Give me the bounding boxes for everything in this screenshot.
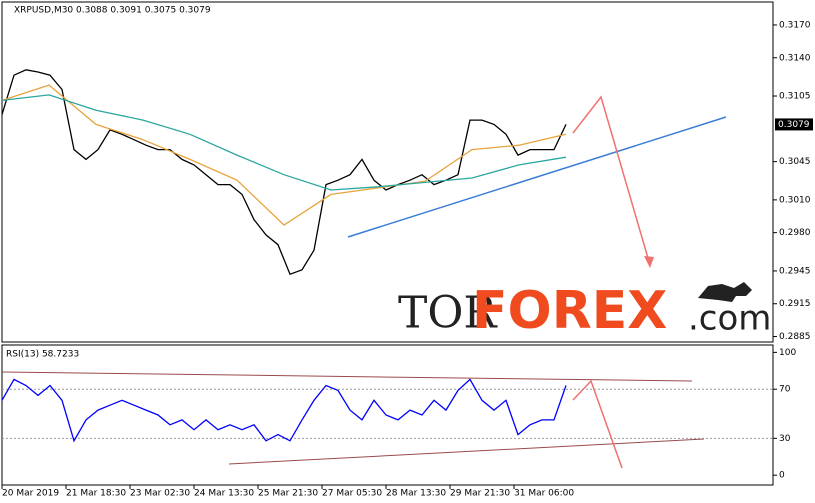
- x-tick-label: 31 Mar 06:00: [514, 489, 574, 499]
- price-box: [775, 118, 813, 131]
- trend-line: [347, 116, 727, 238]
- y-tick-label: 0.2980: [779, 228, 811, 238]
- logo-tor: TOR: [398, 288, 498, 339]
- series-line: [1, 378, 567, 443]
- rsi-trend: [1, 371, 693, 382]
- x-tick-label: 29 Mar 21:30: [450, 489, 510, 499]
- logo-com: .com: [688, 299, 771, 339]
- x-tick-label: 25 Mar 21:30: [258, 489, 318, 499]
- y-tick-label: 100: [779, 348, 796, 358]
- y-tick-label: 70: [779, 385, 791, 395]
- logo-forex: FOREX: [472, 281, 667, 341]
- y-tick-label: 0: [779, 471, 785, 481]
- bull-icon: [698, 282, 752, 302]
- chart-title: XRPUSD,M30 0.3088 0.3091 0.3075 0.3079: [14, 6, 211, 16]
- series-line: [1, 84, 567, 226]
- y-tick-label: 0.2945: [779, 266, 811, 276]
- rsi-title: RSI(13) 58.7233: [6, 350, 79, 360]
- y-tick-label: 0.2885: [779, 332, 811, 342]
- x-tick-label: 20 Mar 2019: [2, 489, 59, 499]
- price-panel: [1, 1, 774, 343]
- x-tick-label: 24 Mar 13:30: [194, 489, 254, 499]
- y-tick-label: 0.3010: [779, 195, 811, 205]
- x-tick-label: 27 Mar 05:30: [322, 489, 382, 499]
- arrow-head: [644, 256, 654, 268]
- x-tick-label: 21 Mar 18:30: [66, 489, 126, 499]
- x-tick-label: 23 Mar 02:30: [130, 489, 190, 499]
- y-tick-label: 0.3045: [779, 157, 811, 167]
- x-tick-label: 28 Mar 13:30: [386, 489, 446, 499]
- rsi-arrow: [572, 379, 623, 469]
- y-tick-label: 30: [779, 434, 791, 444]
- series-line: [1, 94, 567, 191]
- logo: TOR FOREX .com: [398, 281, 771, 341]
- forecast-arrow: [572, 95, 651, 266]
- y-tick-label: 0.2915: [779, 299, 811, 309]
- series-line: [1, 69, 567, 276]
- rsi-trend: [228, 438, 705, 465]
- y-tick-label: 0.3140: [779, 53, 811, 63]
- y-tick-label: 0.3105: [779, 92, 811, 102]
- price-label: 0.3079: [778, 120, 810, 130]
- y-tick-label: 0.3170: [779, 20, 811, 30]
- rsi-panel: [1, 344, 774, 486]
